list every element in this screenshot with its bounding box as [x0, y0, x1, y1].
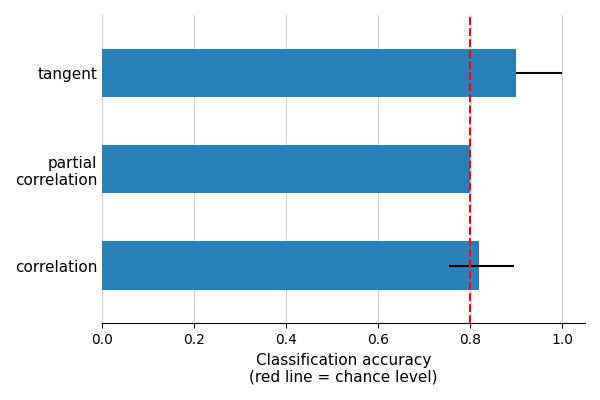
Bar	[102, 145, 470, 193]
X-axis label: Classification accuracy
(red line = chance level): Classification accuracy (red line = chan…	[250, 353, 438, 385]
Bar	[102, 49, 516, 97]
Bar	[102, 242, 479, 290]
